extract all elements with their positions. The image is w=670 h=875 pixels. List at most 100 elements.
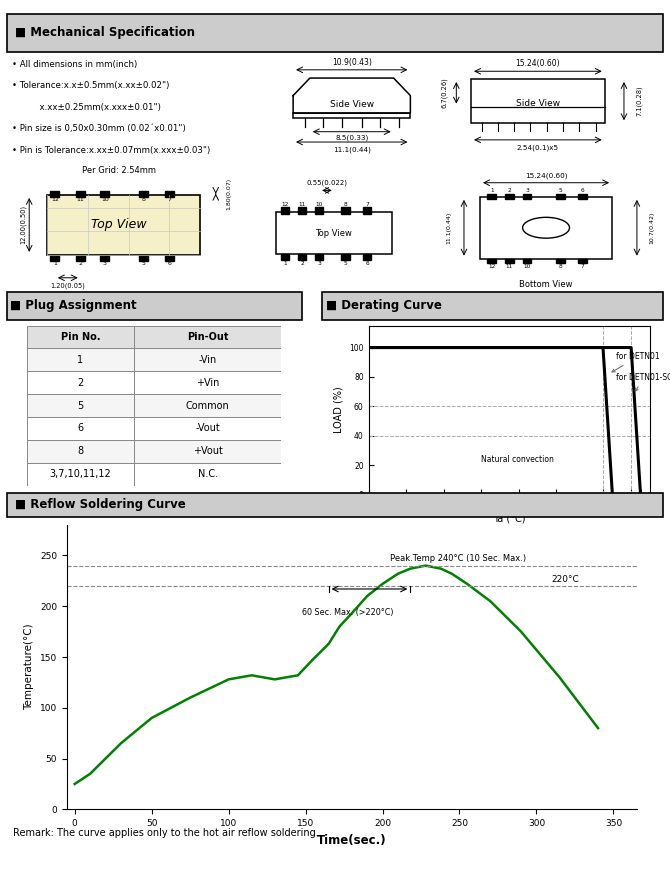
Text: -Vout: -Vout xyxy=(195,424,220,433)
Text: 6: 6 xyxy=(168,262,171,266)
Text: • Pin is Tolerance:x.xx±0.07mm(x.xxx±0.03"): • Pin is Tolerance:x.xx±0.07mm(x.xxx±0.0… xyxy=(12,146,210,155)
Text: ■ Mechanical Specification: ■ Mechanical Specification xyxy=(15,26,194,38)
Bar xyxy=(100,191,109,197)
Text: 2: 2 xyxy=(77,378,83,388)
X-axis label: Time(sec.): Time(sec.) xyxy=(317,834,387,847)
Text: 10.7(0.42): 10.7(0.42) xyxy=(649,212,654,244)
Text: 8: 8 xyxy=(141,197,145,202)
Bar xyxy=(281,254,289,260)
Text: 12: 12 xyxy=(281,201,289,206)
Text: Natural convection: Natural convection xyxy=(481,455,554,464)
Text: 10: 10 xyxy=(523,264,531,270)
Text: ■ Derating Curve: ■ Derating Curve xyxy=(326,299,442,312)
Text: 7.1(0.28): 7.1(0.28) xyxy=(636,86,642,116)
Text: 3: 3 xyxy=(525,188,529,193)
Text: • All dimensions in mm(inch): • All dimensions in mm(inch) xyxy=(12,60,137,68)
Bar xyxy=(505,259,513,263)
Text: 15.24(0.60): 15.24(0.60) xyxy=(516,60,560,68)
Text: Pin No.: Pin No. xyxy=(60,332,100,342)
Y-axis label: Temperature(°C): Temperature(°C) xyxy=(25,624,34,711)
Bar xyxy=(363,207,371,214)
Bar xyxy=(298,207,306,214)
Bar xyxy=(556,193,565,199)
Bar xyxy=(76,255,85,261)
Text: 11: 11 xyxy=(77,197,84,202)
Bar xyxy=(315,207,324,214)
Bar xyxy=(523,259,531,263)
Text: Common: Common xyxy=(186,401,229,410)
Bar xyxy=(342,207,350,214)
Text: 11.1(0.44): 11.1(0.44) xyxy=(447,212,452,244)
Text: +Vout: +Vout xyxy=(193,446,222,457)
Text: Top View: Top View xyxy=(316,228,352,238)
Bar xyxy=(165,255,174,261)
Text: 11.1(0.44): 11.1(0.44) xyxy=(333,146,371,152)
Text: 12: 12 xyxy=(51,197,59,202)
Text: 10: 10 xyxy=(101,197,109,202)
Bar xyxy=(523,193,531,199)
Bar xyxy=(27,371,134,394)
Text: 6: 6 xyxy=(366,262,369,266)
Text: 60 Sec. Max. (>220°C): 60 Sec. Max. (>220°C) xyxy=(302,608,394,617)
Text: 10: 10 xyxy=(316,201,323,206)
Text: 8: 8 xyxy=(344,201,348,206)
Text: 6.7(0.26): 6.7(0.26) xyxy=(442,78,448,108)
Bar xyxy=(165,191,174,197)
Text: 12.00(0.50): 12.00(0.50) xyxy=(19,206,26,244)
Text: ■ Reflow Soldering Curve: ■ Reflow Soldering Curve xyxy=(15,498,186,511)
Text: Peak.Temp 240°C (10 Sec. Max.): Peak.Temp 240°C (10 Sec. Max.) xyxy=(390,554,527,563)
Bar xyxy=(556,259,565,263)
Bar xyxy=(27,326,134,348)
Text: 1.80(0.07): 1.80(0.07) xyxy=(226,178,231,210)
Bar xyxy=(480,197,612,259)
Bar xyxy=(100,255,109,261)
Bar xyxy=(134,371,281,394)
Text: 1: 1 xyxy=(53,262,57,266)
Text: Remark: The curve applies only to the hot air reflow soldering.: Remark: The curve applies only to the ho… xyxy=(13,828,319,838)
Bar xyxy=(139,191,148,197)
Text: 15.24(0.60): 15.24(0.60) xyxy=(525,172,567,178)
Text: x.xx±0.25mm(x.xxx±0.01"): x.xx±0.25mm(x.xxx±0.01") xyxy=(12,102,161,112)
Text: 2: 2 xyxy=(78,262,82,266)
Text: 1: 1 xyxy=(77,355,83,365)
Text: for DETN01: for DETN01 xyxy=(612,353,660,372)
Text: Top View: Top View xyxy=(91,219,147,231)
Bar xyxy=(134,348,281,371)
Text: 5: 5 xyxy=(559,188,563,193)
Bar xyxy=(471,79,604,123)
Bar xyxy=(27,417,134,440)
Bar xyxy=(488,193,496,199)
Text: 6: 6 xyxy=(77,424,83,433)
Text: 7: 7 xyxy=(581,264,584,270)
Bar xyxy=(27,463,134,486)
Text: 1.20(0.05): 1.20(0.05) xyxy=(50,283,85,289)
Text: N.C.: N.C. xyxy=(198,469,218,480)
Text: for DETN01-SC: for DETN01-SC xyxy=(616,373,670,391)
Text: Pin-Out: Pin-Out xyxy=(187,332,228,342)
Bar xyxy=(293,113,410,118)
Text: 3: 3 xyxy=(103,262,107,266)
Text: • Tolerance:x.x±0.5mm(x.xx±0.02"): • Tolerance:x.x±0.5mm(x.xx±0.02") xyxy=(12,81,170,90)
Bar xyxy=(76,191,85,197)
Bar xyxy=(315,254,324,260)
Text: 8: 8 xyxy=(559,264,563,270)
Text: Side View: Side View xyxy=(516,99,560,108)
Bar xyxy=(134,417,281,440)
Text: 1: 1 xyxy=(490,188,494,193)
Text: 3,7,10,11,12: 3,7,10,11,12 xyxy=(50,469,111,480)
Bar xyxy=(50,255,60,261)
Bar xyxy=(134,440,281,463)
Text: 11: 11 xyxy=(506,264,513,270)
Text: -Vin: -Vin xyxy=(198,355,216,365)
Text: 5: 5 xyxy=(344,262,348,266)
Text: 0.55(0.022): 0.55(0.022) xyxy=(306,179,348,186)
Bar xyxy=(342,254,350,260)
Text: Bottom View: Bottom View xyxy=(519,280,573,290)
Bar xyxy=(47,195,200,255)
Bar xyxy=(134,463,281,486)
Bar xyxy=(27,440,134,463)
Text: +Vin: +Vin xyxy=(196,378,219,388)
Bar xyxy=(298,254,306,260)
Bar xyxy=(363,254,371,260)
Bar xyxy=(139,255,148,261)
